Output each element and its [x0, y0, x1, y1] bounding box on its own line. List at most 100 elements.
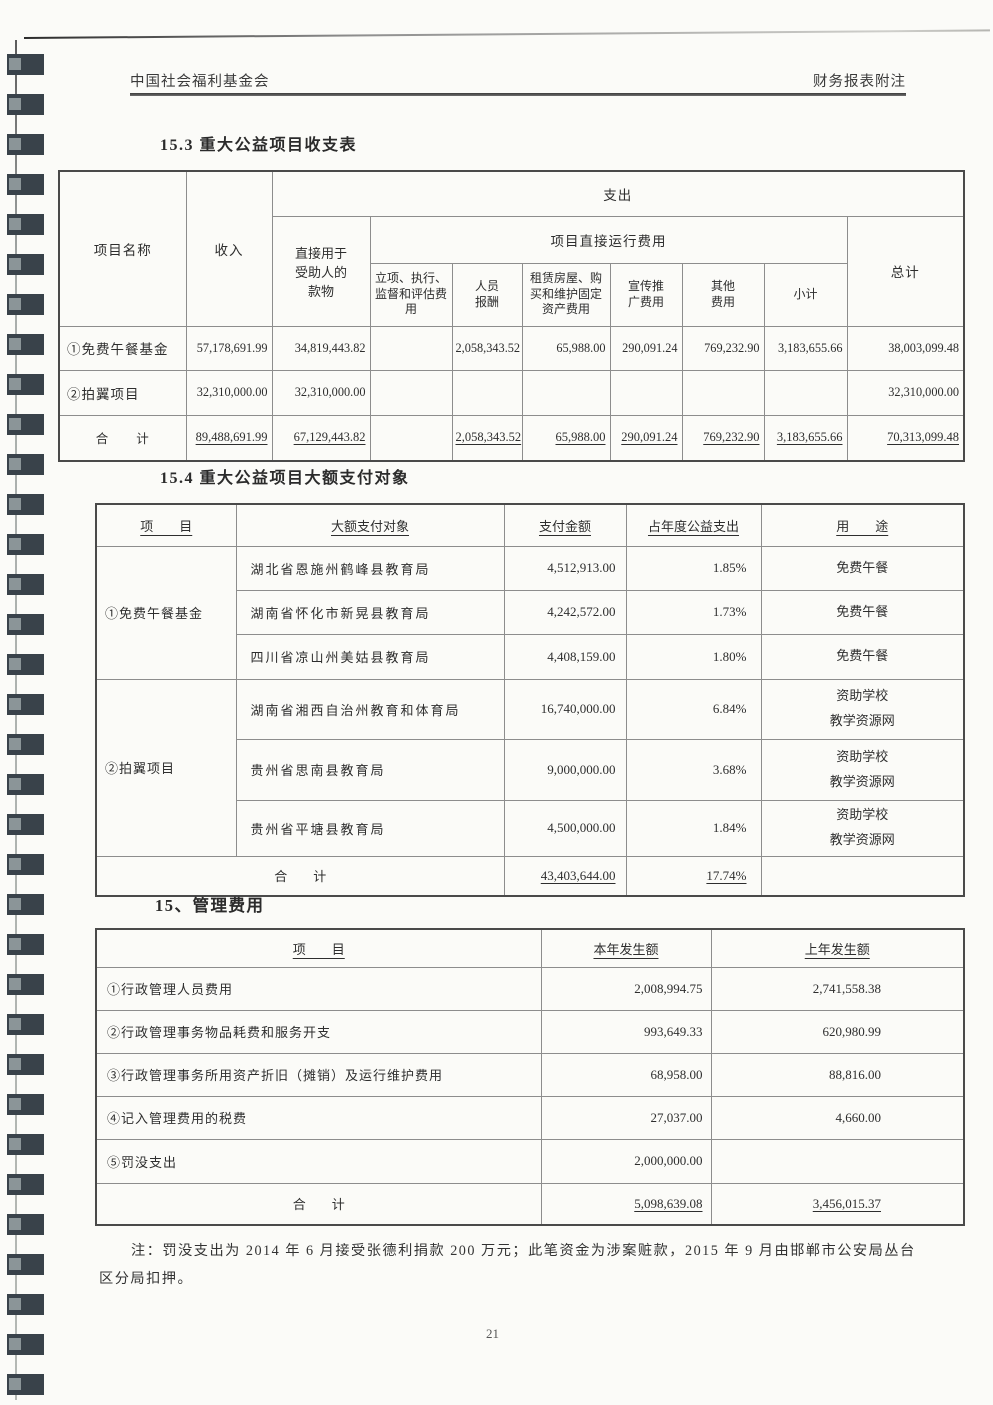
table-row: 四川省凉山州美姑县教育局 4,408,159.00 1.80% 免费午餐 — [96, 633, 965, 680]
total-pct: 17.74% — [625, 855, 762, 897]
cell-total: 38,003,099.48 — [846, 325, 965, 371]
cell-current: 2,000,000.00 — [540, 1138, 712, 1184]
cell-setup — [369, 325, 453, 371]
org-name: 中国社会福利基金会 — [130, 74, 270, 90]
cell-other: 769,232.90 — [681, 325, 765, 371]
cell-setup — [369, 369, 453, 416]
table-153: 项目名称 收入 支出 直接用于受助人的款物 项目直接运行费用 总计 立项、执行、… — [58, 170, 965, 462]
cell-prior: 620,980.99 — [710, 1009, 965, 1054]
cell-rent — [521, 369, 611, 416]
table-total-row: 合 计 5,098,639.08 3,456,015.37 — [95, 1182, 965, 1226]
header-personnel: 人员报酬 — [451, 262, 523, 327]
header-setup-cost: 立项、执行、监督和评估费用 — [369, 262, 453, 327]
cell-item: ②行政管理事务物品耗费和服务开支 — [95, 1009, 542, 1054]
cell-subtotal — [763, 369, 848, 416]
cell-pct: 1.85% — [625, 545, 762, 591]
cell-pct: 3.68% — [625, 738, 762, 801]
table-row: ②行政管理事务物品耗费和服务开支 993,649.33 620,980.99 — [95, 1009, 965, 1054]
binding-clips-highlight — [9, 58, 21, 1398]
page-number: 21 — [486, 1326, 499, 1341]
cell-amount: 4,500,000.00 — [503, 799, 627, 857]
header-item: 项 目 — [95, 503, 237, 547]
cell-amount: 4,242,572.00 — [503, 589, 627, 635]
group-label: ①免费午餐基金 — [95, 545, 237, 680]
table-total-row: 合 计 89,488,691.99 67,129,443.82 2,058,34… — [58, 414, 965, 462]
total-prior: 3,456,015.37 — [710, 1182, 965, 1226]
table-15: 项 目 本年发生额 上年发生额 ①行政管理人员费用 2,008,994.75 2… — [95, 928, 965, 1226]
cell-pct: 6.84% — [625, 678, 762, 740]
cell-subtotal: 3,183,655.66 — [763, 325, 848, 371]
cell-item: ⑤罚没支出 — [95, 1138, 542, 1184]
cell-use: 资助学校 教学资源网 — [760, 738, 965, 801]
total-label: 合 计 — [95, 1182, 542, 1226]
header-prior-year: 上年发生额 — [710, 928, 965, 968]
cell-payee: 湖南省湘西自治州教育和体育局 — [235, 678, 505, 740]
cell-item: ③行政管理事务所用资产折旧（摊销）及运行维护费用 — [95, 1052, 542, 1097]
cell-item: ①行政管理人员费用 — [95, 966, 542, 1011]
cell-income: 32,310,000.00 — [185, 369, 273, 416]
header-direct-run: 项目直接运行费用 — [369, 215, 848, 264]
cell-use: 免费午餐 — [760, 589, 965, 635]
cell-amount: 16,740,000.00 — [503, 678, 627, 740]
table-row: 贵州省平塘县教育局 4,500,000.00 1.84% 资助学校 教学资源网 — [96, 799, 965, 857]
header-pct: 占年度公益支出 — [625, 503, 762, 547]
cell-payee: 贵州省平塘县教育局 — [235, 799, 505, 857]
cell-prior: 2,741,558.38 — [710, 966, 965, 1011]
footnote: 注：罚没支出为 2014 年 6 月接受张德利捐款 200 万元；此笔资金为涉案… — [99, 1243, 916, 1287]
table-row: ③行政管理事务所用资产折旧（摊销）及运行维护费用 68,958.00 88,81… — [95, 1052, 965, 1097]
cell-direct-aid: 32,310,000.00 — [271, 369, 371, 416]
cell-promotion: 290,091.24 — [609, 414, 683, 462]
cell-income: 89,488,691.99 — [185, 414, 273, 462]
cell-direct-aid: 34,819,443.82 — [271, 325, 371, 371]
cell-total: 32,310,000.00 — [846, 369, 965, 416]
total-label: 合 计 — [95, 855, 505, 897]
cell-prior: 4,660.00 — [710, 1095, 965, 1140]
cell-current: 27,037.00 — [540, 1095, 712, 1140]
total-current: 5,098,639.08 — [540, 1182, 712, 1226]
table-row: ①免费午餐基金 湖北省恩施州鹤峰县教育局 4,512,913.00 1.85% … — [95, 545, 965, 680]
cell-direct-aid: 67,129,443.82 — [271, 414, 371, 462]
cell-prior — [710, 1138, 965, 1184]
cell-amount: 4,408,159.00 — [503, 633, 627, 680]
cell-setup — [369, 414, 453, 462]
cell-payee: 湖南省怀化市新晃县教育局 — [235, 589, 505, 635]
cell-current: 993,649.33 — [540, 1009, 712, 1054]
header-use: 用 途 — [760, 503, 965, 547]
cell-payee: 四川省凉山州美姑县教育局 — [235, 633, 505, 680]
table-row: 贵州省思南县教育局 9,000,000.00 3.68% 资助学校 教学资源网 — [96, 738, 965, 801]
cell-prior: 88,816.00 — [710, 1052, 965, 1097]
cell-pct: 1.84% — [625, 799, 762, 857]
cell-promotion — [609, 369, 683, 416]
cell-promotion: 290,091.24 — [609, 325, 683, 371]
cell-pct: 1.80% — [625, 633, 762, 680]
cell-pct: 1.73% — [625, 589, 762, 635]
table-row: ④记入管理费用的税费 27,037.00 4,660.00 — [95, 1095, 965, 1140]
header-subtotal: 小计 — [763, 262, 848, 327]
cell-amount: 4,512,913.00 — [503, 545, 627, 591]
cell-rent: 65,988.00 — [521, 414, 611, 462]
cell-item: ④记入管理费用的税费 — [95, 1095, 542, 1140]
header-current-year: 本年发生额 — [540, 928, 712, 968]
header-other: 其他费用 — [681, 262, 765, 327]
header-rent: 租赁房屋、购买和维护固定资产费用 — [521, 262, 611, 327]
header-direct-aid: 直接用于受助人的款物 — [271, 215, 371, 327]
cell-personnel: 2,058,343.52 — [451, 325, 523, 371]
cell-use: 免费午餐 — [760, 545, 965, 591]
header-amount: 支付金额 — [503, 503, 627, 547]
header-promotion: 宣传推广费用 — [609, 262, 683, 327]
header-item: 项 目 — [95, 928, 542, 968]
total-amount: 43,403,644.00 — [503, 855, 627, 897]
scan-edge-top — [24, 29, 990, 39]
cell-income: 57,178,691.99 — [185, 325, 273, 371]
section-15-title: 15、管理费用 — [155, 896, 265, 915]
table-row: ①行政管理人员费用 2,008,994.75 2,741,558.38 — [95, 966, 965, 1011]
cell-current: 68,958.00 — [540, 1052, 712, 1097]
table-154: 项 目 大额支付对象 支付金额 占年度公益支出 用 途 ①免费午餐基金 湖北省恩… — [95, 503, 965, 897]
table-row: ②拍翼项目 湖南省湘西自治州教育和体育局 16,740,000.00 6.84%… — [95, 678, 965, 857]
cell-other — [681, 369, 765, 416]
cell-amount: 9,000,000.00 — [503, 738, 627, 801]
total-label: 合 计 — [58, 414, 187, 462]
cell-total: 70,313,099.48 — [846, 414, 965, 462]
section-153-title: 15.3 重大公益项目收支表 — [160, 137, 358, 154]
doc-type: 财务报表附注 — [813, 74, 906, 90]
